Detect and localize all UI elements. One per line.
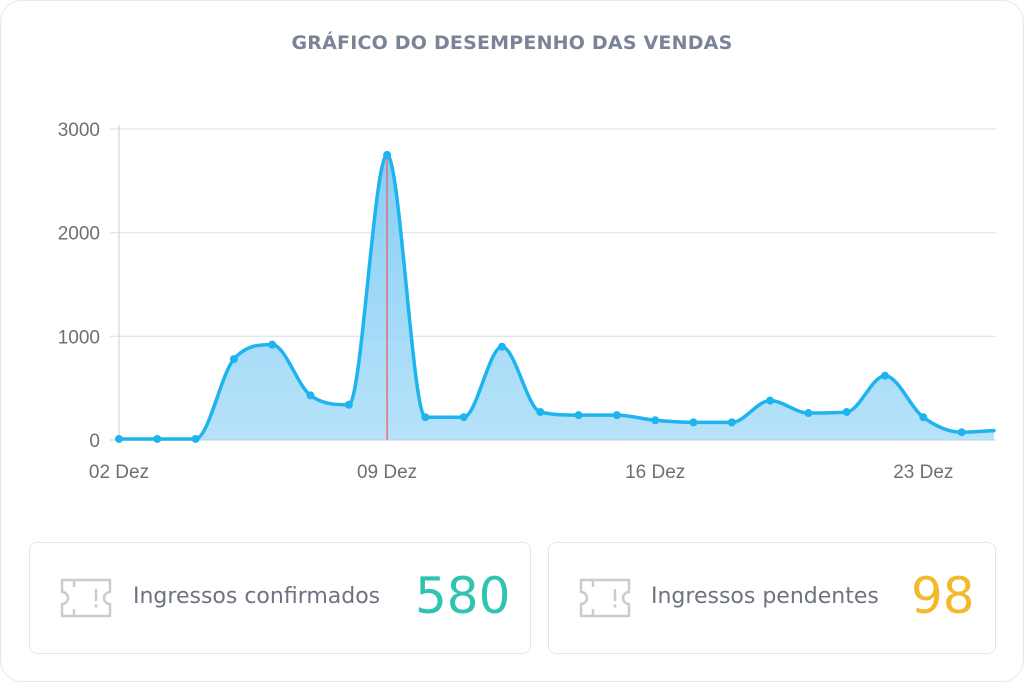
data-point[interactable] bbox=[536, 408, 545, 417]
data-point[interactable] bbox=[766, 396, 775, 405]
data-point[interactable] bbox=[727, 418, 736, 427]
data-point[interactable] bbox=[421, 413, 430, 422]
data-point[interactable] bbox=[689, 418, 698, 427]
y-tick-label: 2000 bbox=[58, 224, 100, 245]
data-point[interactable] bbox=[306, 391, 315, 400]
x-tick-label: 09 Dez bbox=[357, 462, 417, 483]
y-tick-label: 1000 bbox=[58, 327, 100, 348]
ticket-icon bbox=[58, 576, 114, 625]
data-point[interactable] bbox=[153, 434, 162, 443]
stat-card-confirmed: Ingressos confirmados 580 bbox=[29, 542, 531, 654]
ticket-icon bbox=[577, 576, 633, 625]
x-tick-label: 16 Dez bbox=[625, 462, 685, 483]
data-point[interactable] bbox=[842, 408, 851, 417]
stat-card-pending: Ingressos pendentes 98 bbox=[548, 542, 996, 654]
stat-value-pending: 98 bbox=[911, 567, 975, 625]
data-point[interactable] bbox=[229, 355, 238, 364]
stat-label-pending: Ingressos pendentes bbox=[651, 584, 879, 609]
data-point[interactable] bbox=[881, 371, 889, 380]
data-point[interactable] bbox=[804, 409, 813, 418]
data-point[interactable] bbox=[957, 428, 966, 437]
data-point[interactable] bbox=[383, 150, 392, 159]
data-point[interactable] bbox=[574, 411, 583, 420]
x-tick-label: 02 Dez bbox=[89, 462, 149, 483]
data-point[interactable] bbox=[191, 434, 200, 443]
y-tick-label: 0 bbox=[89, 431, 100, 452]
data-point[interactable] bbox=[919, 413, 928, 422]
y-tick-label: 3000 bbox=[58, 120, 100, 141]
data-point[interactable] bbox=[344, 400, 353, 409]
data-point[interactable] bbox=[651, 416, 660, 425]
stat-value-confirmed: 580 bbox=[415, 567, 511, 625]
data-point[interactable] bbox=[115, 434, 123, 443]
stat-label-confirmed: Ingressos confirmados bbox=[133, 584, 381, 609]
data-point[interactable] bbox=[498, 342, 506, 351]
data-point[interactable] bbox=[268, 340, 277, 349]
sales-chart: 0 1000 2000 3000 02 Dez 09 Dez 16 Dez 23 Dez bbox=[58, 120, 996, 483]
chart-title: GRÁFICO DO DESEMPENHO DAS VENDAS bbox=[291, 32, 733, 54]
data-point[interactable] bbox=[612, 411, 621, 420]
data-point[interactable] bbox=[459, 413, 468, 422]
sales-area-fill bbox=[119, 154, 994, 440]
x-tick-label: 23 Dez bbox=[893, 462, 953, 483]
